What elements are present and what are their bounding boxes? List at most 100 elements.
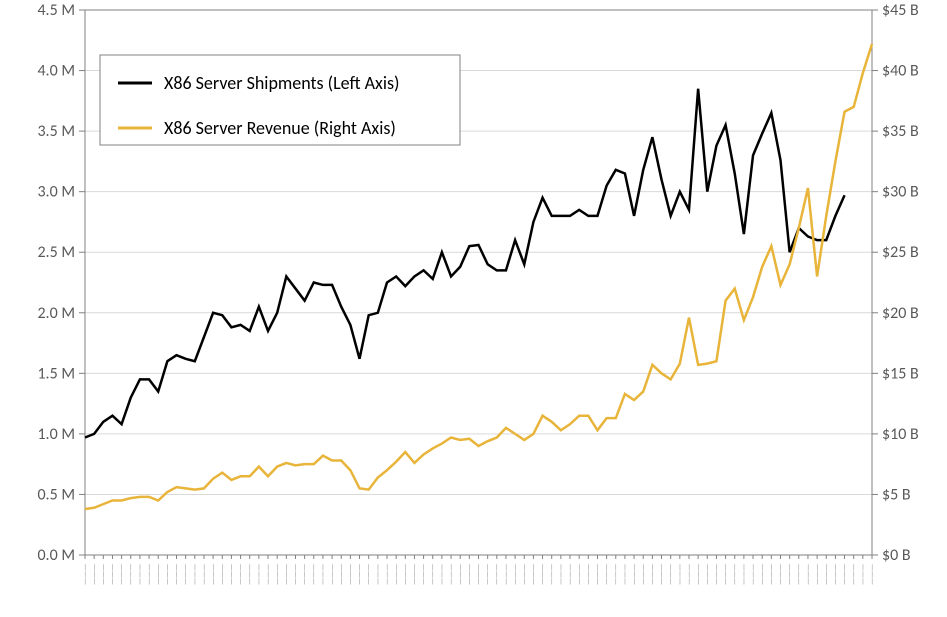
x-tick-label: │ xyxy=(450,577,453,585)
x-tick-label: │ xyxy=(541,577,544,585)
x-tick-label: │ xyxy=(184,577,187,585)
x-tick-label: │ xyxy=(779,577,782,585)
x-tick-label: │ xyxy=(413,577,416,585)
y-right-tick-label: $10 B xyxy=(882,425,919,444)
x-tick-label: │ xyxy=(816,577,819,585)
legend: X86 Server Shipments (Left Axis) X86 Serv… xyxy=(100,55,460,145)
x-tick-label: │ xyxy=(514,577,517,585)
x-tick-label: │ xyxy=(843,577,846,585)
x-tick-label: │ xyxy=(532,577,535,585)
y-right-tick-label: $15 B xyxy=(882,364,919,383)
x-tick-label: │ xyxy=(129,577,132,585)
x-tick-label: │ xyxy=(431,577,434,585)
y-right-tick-label: $35 B xyxy=(882,122,919,141)
y-left-tick-label: 0.5 M xyxy=(37,485,75,504)
x-tick-label: │ xyxy=(706,577,709,585)
x-tick-label: │ xyxy=(871,577,874,585)
x-tick-label: │ xyxy=(477,577,480,585)
x-tick-label: │ xyxy=(367,577,370,585)
x-tick-label: │ xyxy=(697,577,700,585)
x-tick-label: │ xyxy=(111,577,114,585)
x-tick-label: │ xyxy=(660,577,663,585)
x-tick-label: │ xyxy=(834,577,837,585)
x-tick-label: │ xyxy=(440,577,443,585)
x-tick-label: │ xyxy=(550,577,553,585)
y-left-tick-label: 0.0 M xyxy=(37,546,75,565)
x-tick-label: │ xyxy=(349,577,352,585)
x-tick-label: │ xyxy=(120,577,123,585)
x-tick-label: │ xyxy=(102,577,105,585)
x-tick-label: │ xyxy=(806,577,809,585)
x-tick-label: │ xyxy=(294,577,297,585)
x-tick-label: │ xyxy=(404,577,407,585)
legend-label: X86 Server Revenue (Right Axis) xyxy=(164,117,396,139)
line-chart: 0.0 M$0 B0.5 M$5 B1.0 M$10 B1.5 M$15 B2.… xyxy=(0,0,947,617)
x-tick-label: │ xyxy=(267,577,270,585)
x-tick-label: │ xyxy=(175,577,178,585)
y-right-tick-label: $25 B xyxy=(882,243,919,262)
x-tick-label: │ xyxy=(84,577,87,585)
y-right-tick-label: $45 B xyxy=(882,1,919,20)
y-left-tick-label: 4.0 M xyxy=(37,62,75,81)
x-tick-label: │ xyxy=(276,577,279,585)
y-left-tick-label: 1.5 M xyxy=(37,364,75,383)
x-tick-label: │ xyxy=(596,577,599,585)
x-tick-label: │ xyxy=(422,577,425,585)
x-tick-label: │ xyxy=(385,577,388,585)
x-tick-label: │ xyxy=(651,577,654,585)
y-left-tick-label: 2.5 M xyxy=(37,243,75,262)
x-tick-label: │ xyxy=(321,577,324,585)
y-right-tick-label: $30 B xyxy=(882,183,919,202)
x-tick-label: │ xyxy=(770,577,773,585)
y-left-tick-label: 4.5 M xyxy=(37,1,75,20)
y-left-tick-label: 1.0 M xyxy=(37,425,75,444)
x-tick-label: │ xyxy=(642,577,645,585)
x-tick-label: │ xyxy=(523,577,526,585)
y-right-tick-label: $40 B xyxy=(882,62,919,81)
y-right-tick-label: $5 B xyxy=(882,485,911,504)
legend-label: X86 Server Shipments (Left Axis) xyxy=(164,72,399,94)
x-tick-label: │ xyxy=(212,577,215,585)
y-left-tick-label: 3.5 M xyxy=(37,122,75,141)
x-tick-label: │ xyxy=(285,577,288,585)
x-tick-label: │ xyxy=(852,577,855,585)
x-tick-label: │ xyxy=(239,577,242,585)
x-tick-label: │ xyxy=(678,577,681,585)
x-tick-label: │ xyxy=(797,577,800,585)
x-tick-label: │ xyxy=(715,577,718,585)
x-tick-label: │ xyxy=(340,577,343,585)
x-tick-label: │ xyxy=(138,577,141,585)
x-tick-label: │ xyxy=(248,577,251,585)
x-tick-label: │ xyxy=(486,577,489,585)
x-tick-label: │ xyxy=(623,577,626,585)
x-tick-label: │ xyxy=(93,577,96,585)
x-tick-label: │ xyxy=(202,577,205,585)
y-left-tick-label: 3.0 M xyxy=(37,183,75,202)
x-tick-label: │ xyxy=(504,577,507,585)
chart-container: { "chart": { "type": "line", "width": 94… xyxy=(0,0,947,617)
x-tick-label: │ xyxy=(468,577,471,585)
x-tick-label: │ xyxy=(578,577,581,585)
x-tick-label: │ xyxy=(569,577,572,585)
x-tick-label: │ xyxy=(614,577,617,585)
x-tick-label: │ xyxy=(303,577,306,585)
x-tick-label: │ xyxy=(669,577,672,585)
x-tick-label: │ xyxy=(459,577,462,585)
x-tick-label: │ xyxy=(687,577,690,585)
x-tick-label: │ xyxy=(587,577,590,585)
x-tick-label: │ xyxy=(221,577,224,585)
x-tick-label: │ xyxy=(331,577,334,585)
x-tick-label: │ xyxy=(733,577,736,585)
x-tick-label: │ xyxy=(742,577,745,585)
x-tick-label: │ xyxy=(257,577,260,585)
x-tick-label: │ xyxy=(157,577,160,585)
x-tick-label: │ xyxy=(788,577,791,585)
x-tick-label: │ xyxy=(724,577,727,585)
x-tick-label: │ xyxy=(495,577,498,585)
x-tick-label: │ xyxy=(752,577,755,585)
x-tick-label: │ xyxy=(358,577,361,585)
x-tick-label: │ xyxy=(148,577,151,585)
x-tick-label: │ xyxy=(230,577,233,585)
x-tick-label: │ xyxy=(633,577,636,585)
y-right-tick-label: $20 B xyxy=(882,304,919,323)
